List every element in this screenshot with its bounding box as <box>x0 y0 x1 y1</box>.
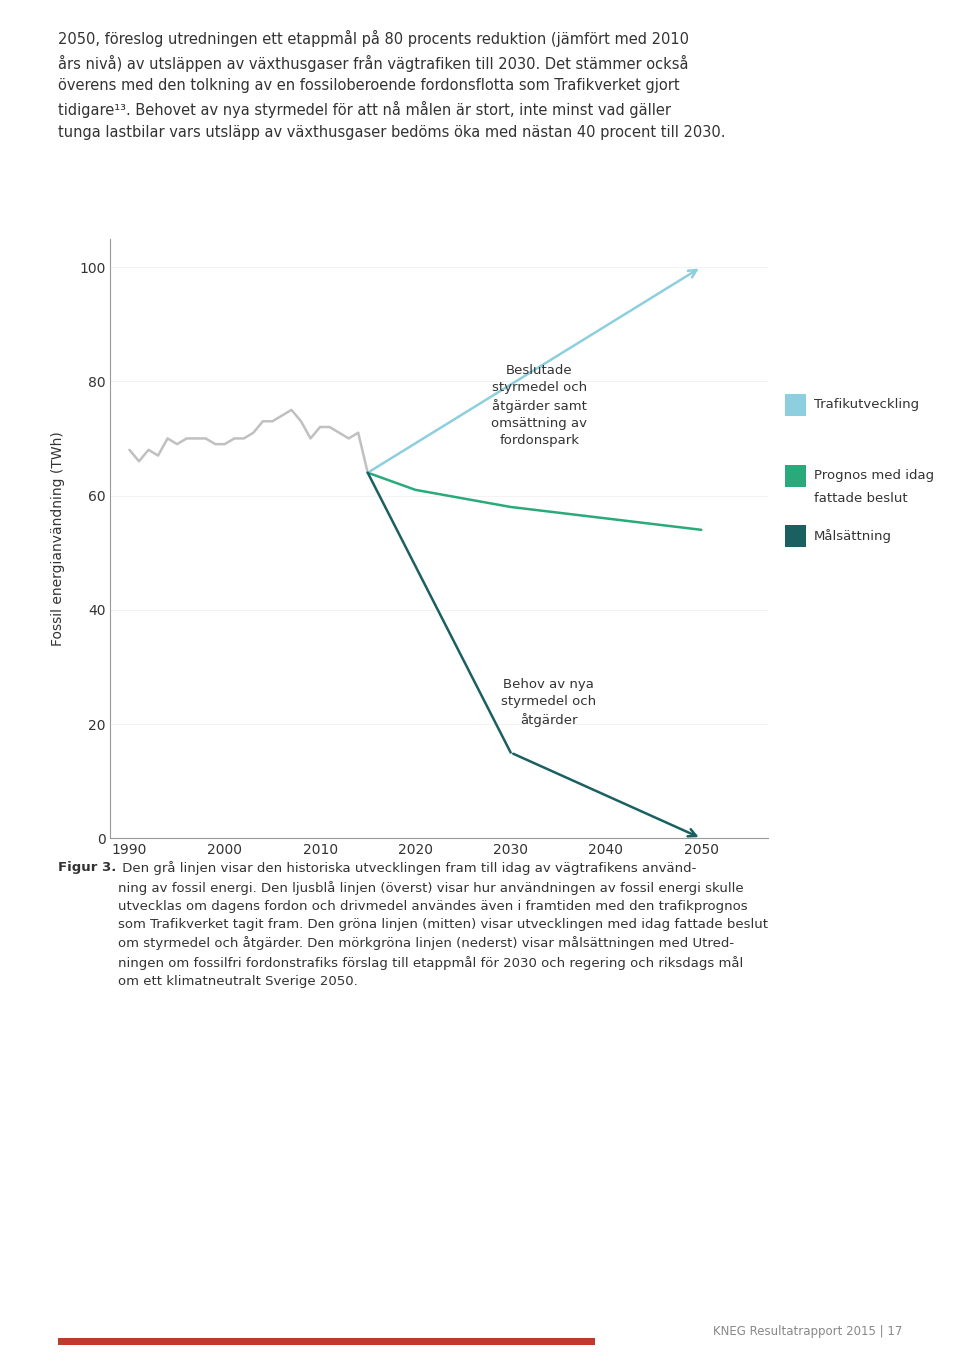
Text: Prognos med idag: Prognos med idag <box>814 469 934 483</box>
Text: KNEG Resultatrapport 2015 | 17: KNEG Resultatrapport 2015 | 17 <box>713 1325 902 1338</box>
Text: fattade beslut: fattade beslut <box>814 492 908 506</box>
Text: Beslutade
styrmedel och
åtgärder samt
omsättning av
fordonspark: Beslutade styrmedel och åtgärder samt om… <box>492 364 588 447</box>
Text: Målsättning: Målsättning <box>814 529 892 542</box>
Text: Behov av nya
styrmedel och
åtgärder: Behov av nya styrmedel och åtgärder <box>501 679 596 726</box>
Text: Figur 3.: Figur 3. <box>58 861 116 875</box>
Text: Den grå linjen visar den historiska utvecklingen fram till idag av vägtrafikens : Den grå linjen visar den historiska utve… <box>118 861 768 988</box>
Y-axis label: Fossil energianvändning (TWh): Fossil energianvändning (TWh) <box>51 431 65 646</box>
Text: 2050, föreslog utredningen ett etappmål på 80 procents reduktion (jämfört med 20: 2050, föreslog utredningen ett etappmål … <box>58 30 725 139</box>
Text: Trafikutveckling: Trafikutveckling <box>814 398 920 412</box>
